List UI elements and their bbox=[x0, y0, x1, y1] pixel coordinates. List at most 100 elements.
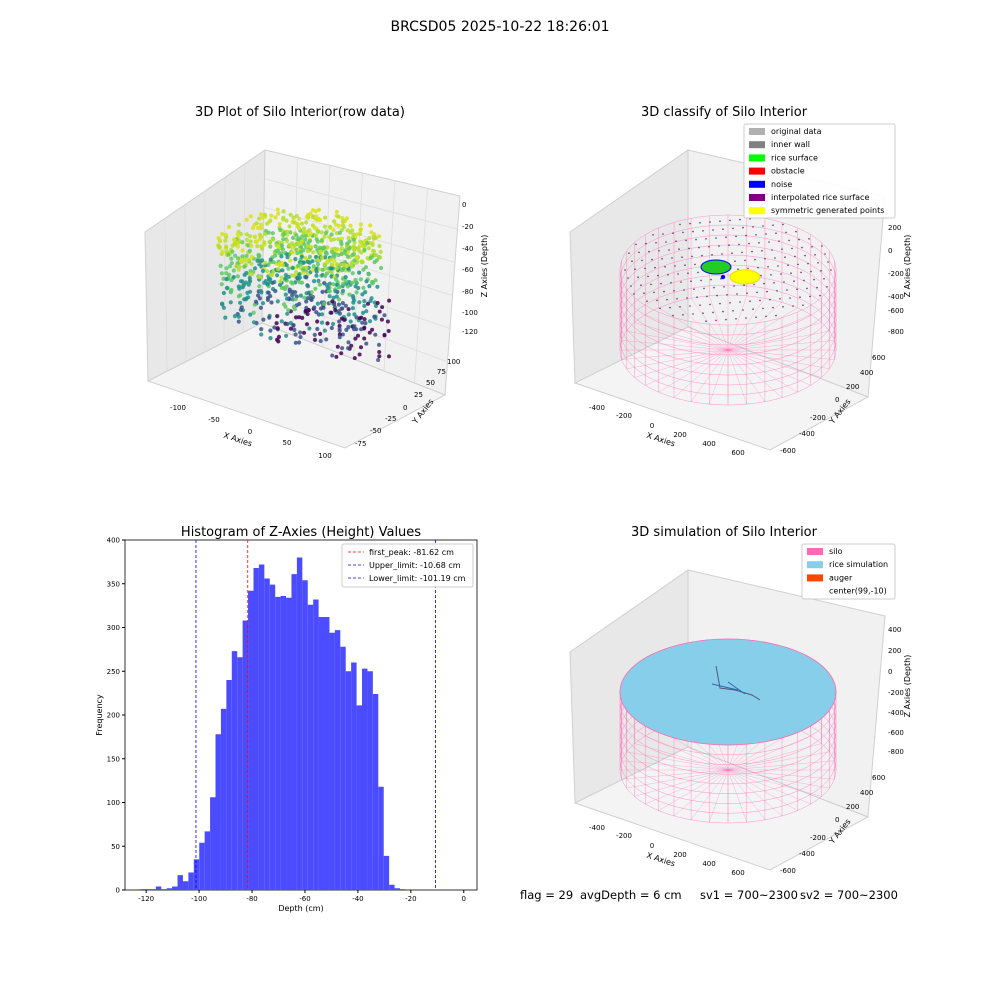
classify-interpolated-point bbox=[699, 304, 701, 307]
raw-point bbox=[339, 246, 344, 251]
classify-interpolated-point bbox=[738, 243, 740, 246]
raw-point bbox=[231, 275, 236, 280]
classify-title: 3D classify of Silo Interior bbox=[641, 105, 808, 120]
hist-x-tick: -80 bbox=[246, 895, 257, 903]
sim-z-tick: -200 bbox=[888, 689, 904, 697]
classify-interpolated-point bbox=[672, 232, 674, 234]
legend-label: silo bbox=[829, 547, 843, 556]
hist-y-axis: 0 50 100 150 200 250 300 350 400 bbox=[107, 537, 125, 895]
raw-point bbox=[342, 317, 347, 322]
classify-interpolated-point bbox=[670, 282, 672, 284]
raw-point bbox=[344, 279, 349, 284]
raw-point bbox=[305, 284, 311, 289]
raw-point bbox=[249, 254, 254, 259]
raw-point bbox=[299, 239, 304, 244]
sim-x-tick: -400 bbox=[589, 824, 605, 832]
classify-interpolated-point bbox=[765, 315, 767, 318]
classify-interpolated-point bbox=[769, 298, 771, 301]
sim-silo-spoke bbox=[626, 751, 729, 771]
raw-point bbox=[369, 279, 375, 285]
raw-point bbox=[224, 285, 230, 291]
raw-point bbox=[284, 296, 290, 301]
raw-point bbox=[337, 284, 342, 290]
classify-interpolated-point bbox=[628, 252, 630, 254]
classify-interpolated-point bbox=[775, 232, 777, 234]
raw-point bbox=[377, 354, 382, 359]
raw-point bbox=[346, 325, 351, 330]
classify-interpolated-point bbox=[676, 298, 678, 300]
hist-bar bbox=[389, 884, 395, 890]
sim-silo-spoke bbox=[658, 769, 729, 811]
classify-interpolated-point bbox=[681, 256, 683, 259]
raw-point bbox=[227, 224, 232, 230]
hist-legend-label: first_peak: -81.62 cm bbox=[369, 548, 454, 557]
classify-silo-spoke bbox=[621, 349, 729, 360]
classify-silo-spoke bbox=[727, 349, 747, 405]
raw-point bbox=[318, 338, 323, 344]
raw-point bbox=[274, 248, 279, 254]
classify-y-tick: -400 bbox=[799, 430, 815, 438]
raw-point bbox=[223, 315, 228, 320]
classify-noise-point bbox=[720, 274, 726, 280]
classify-y-tick: 400 bbox=[860, 369, 873, 377]
classify-interpolated-point bbox=[757, 266, 759, 269]
raw-point bbox=[275, 273, 280, 278]
classify-interpolated-point bbox=[824, 253, 826, 255]
hist-bar bbox=[231, 651, 238, 890]
raw-point bbox=[340, 332, 345, 337]
raw-point bbox=[340, 219, 345, 224]
raw-point bbox=[293, 297, 298, 302]
raw-point bbox=[244, 253, 249, 259]
raw-point bbox=[290, 245, 295, 251]
raw-point bbox=[284, 263, 289, 268]
classify-interpolated-point bbox=[668, 249, 670, 251]
sim-z-tick: -800 bbox=[888, 748, 904, 756]
raw-point bbox=[387, 354, 391, 359]
raw-point bbox=[257, 284, 262, 289]
raw-point bbox=[223, 232, 228, 237]
raw-point bbox=[276, 244, 281, 249]
classify-interpolated-point bbox=[785, 231, 787, 234]
raw-point bbox=[339, 236, 345, 241]
hist-title: Histogram of Z-Axies (Height) Values bbox=[181, 525, 421, 540]
classify-interpolated-point bbox=[795, 230, 797, 233]
raw-point bbox=[281, 237, 286, 242]
raw-point bbox=[268, 257, 273, 262]
classify-interpolated-point bbox=[778, 240, 780, 242]
raw-point bbox=[315, 247, 320, 252]
raw-z-tick: -100 bbox=[462, 309, 478, 317]
classify-x-label: X Axies bbox=[645, 431, 676, 449]
raw-point bbox=[352, 312, 357, 317]
raw-point-cloud bbox=[216, 207, 392, 362]
raw-point bbox=[304, 299, 309, 304]
raw-point bbox=[229, 278, 234, 283]
raw-z-tick: -40 bbox=[462, 245, 473, 253]
hist-legend-box bbox=[341, 543, 474, 588]
raw-point bbox=[262, 231, 268, 236]
raw-point bbox=[336, 302, 341, 307]
raw-point bbox=[273, 253, 278, 258]
raw-point bbox=[323, 255, 328, 260]
classify-silo-spoke bbox=[727, 349, 811, 386]
raw-point bbox=[318, 331, 323, 336]
classify-interpolated-point bbox=[765, 233, 767, 235]
raw-point bbox=[376, 358, 381, 362]
raw-point bbox=[387, 298, 392, 303]
raw-point bbox=[322, 301, 327, 306]
raw-point bbox=[379, 317, 384, 322]
hist-bar bbox=[139, 889, 145, 890]
raw-point bbox=[358, 277, 363, 282]
raw-point bbox=[331, 295, 336, 300]
raw-point bbox=[249, 243, 254, 249]
raw-point bbox=[228, 300, 233, 305]
raw-point bbox=[325, 245, 330, 250]
raw-point bbox=[322, 328, 327, 333]
raw-point bbox=[275, 207, 280, 212]
classify-interpolated-point bbox=[774, 257, 776, 259]
classify-interpolated-point bbox=[630, 285, 632, 287]
classify-interpolated-point bbox=[796, 288, 798, 291]
sim-z-tick: -600 bbox=[888, 729, 904, 737]
raw-point bbox=[297, 315, 302, 320]
sim-silo-spoke bbox=[626, 769, 729, 789]
classify-interpolated-point bbox=[792, 305, 794, 307]
